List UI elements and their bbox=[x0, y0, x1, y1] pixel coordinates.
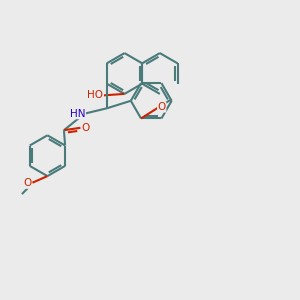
Text: O: O bbox=[23, 178, 32, 188]
Text: O: O bbox=[82, 123, 90, 133]
Text: HO: HO bbox=[87, 90, 104, 100]
Text: HN: HN bbox=[70, 109, 86, 119]
Text: O: O bbox=[158, 102, 166, 112]
